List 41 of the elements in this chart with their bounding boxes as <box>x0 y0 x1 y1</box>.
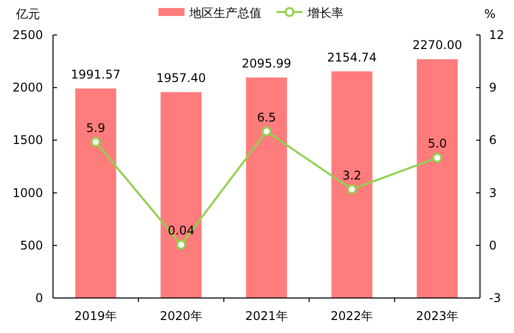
x-tick-label: 2020年 <box>160 309 202 323</box>
y2-tick-label: -3 <box>489 291 501 305</box>
data-label: 5.0 <box>428 136 447 151</box>
y2-tick-label: 9 <box>489 80 497 95</box>
y-tick-label: 2500 <box>12 28 43 42</box>
data-label: 2154.74 <box>327 50 377 64</box>
data-label: 6.5 <box>256 110 276 124</box>
x-tick-label: 2021年 <box>245 309 288 323</box>
y2-tick-label: 3 <box>489 186 497 200</box>
data-label: 0.04 <box>168 224 194 238</box>
y-tick-label: 1500 <box>12 133 43 148</box>
data-label: 2270.00 <box>412 38 462 52</box>
y-axis-title: 亿元 <box>15 7 40 21</box>
data-label: 1991.57 <box>70 67 121 82</box>
legend-label: 增长率 <box>306 6 344 20</box>
bar <box>160 92 202 298</box>
y-tick-label: 1000 <box>12 186 43 200</box>
data-label: 5.9 <box>86 120 106 135</box>
y2-tick-label: 12 <box>489 28 504 42</box>
point <box>432 152 442 163</box>
data-label: 1957.40 <box>156 71 206 86</box>
point <box>90 136 101 147</box>
x-tick-label: 2022年 <box>330 309 374 323</box>
bar <box>331 71 372 298</box>
point <box>346 184 357 194</box>
y-tick-label: 0 <box>35 291 43 305</box>
y-tick-label: 500 <box>20 238 43 252</box>
data-label: 2095.99 <box>242 56 292 70</box>
bar <box>416 59 458 298</box>
point <box>262 126 272 136</box>
bar <box>75 88 116 298</box>
x-tick-label: 2023年 <box>416 309 459 323</box>
data-label: 3.2 <box>342 168 362 182</box>
point <box>176 240 186 250</box>
legend-label: 地区生产总值 <box>188 6 262 20</box>
y2-tick-label: 6 <box>489 133 497 148</box>
x-tick-label: 2019年 <box>74 309 117 323</box>
bar <box>246 78 287 298</box>
y-tick-label: 2000 <box>12 80 43 95</box>
y2-tick-label: 0 <box>489 238 497 252</box>
y2-axis-title: % <box>484 7 496 21</box>
